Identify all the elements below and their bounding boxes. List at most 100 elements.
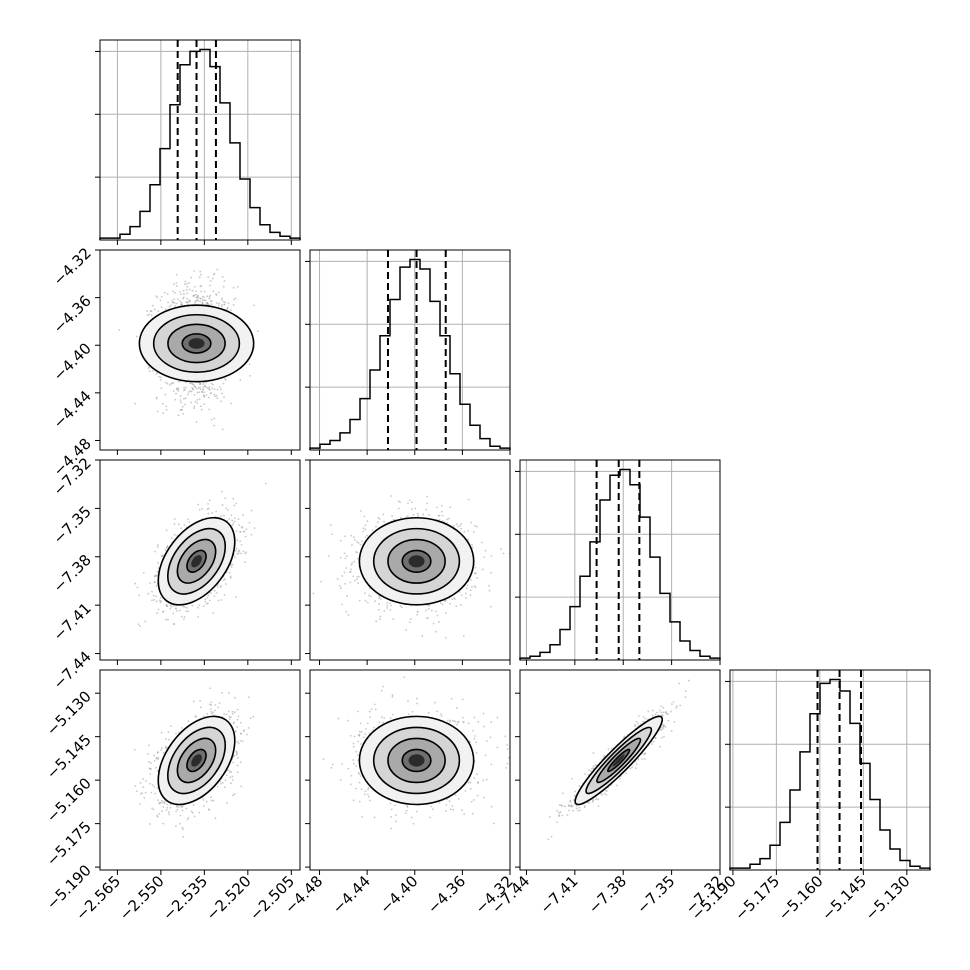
sample-point xyxy=(220,400,222,403)
sample-point xyxy=(171,382,173,385)
sample-point xyxy=(212,711,215,714)
contour-line xyxy=(181,333,212,354)
sample-point xyxy=(383,520,385,523)
sample-point xyxy=(331,533,333,536)
sample-point xyxy=(199,706,202,709)
sample-point xyxy=(209,294,212,297)
sample-point xyxy=(162,752,165,754)
sample-point xyxy=(436,614,439,617)
sample-point xyxy=(441,520,444,522)
sample-point xyxy=(180,293,182,296)
sample-point xyxy=(138,594,141,597)
sample-point xyxy=(234,297,237,300)
sample-point xyxy=(436,506,438,509)
sample-point xyxy=(371,529,374,532)
sample-point xyxy=(156,787,159,789)
sample-point xyxy=(156,612,159,614)
sample-point xyxy=(379,615,382,618)
sample-point xyxy=(364,599,367,602)
contour-line xyxy=(152,313,241,373)
sample-point xyxy=(233,520,236,523)
sample-point xyxy=(230,309,232,311)
sample-point xyxy=(199,273,202,276)
sample-point xyxy=(155,295,158,298)
sample-point xyxy=(214,704,217,707)
sample-point xyxy=(223,514,225,517)
sample-point xyxy=(369,595,372,598)
sample-point xyxy=(217,599,220,602)
sample-point xyxy=(206,387,209,390)
sample-point xyxy=(180,616,183,618)
sample-point xyxy=(382,513,385,516)
sample-point xyxy=(169,604,172,607)
sample-point xyxy=(186,301,189,304)
sample-point xyxy=(440,510,443,513)
sample-point xyxy=(220,782,222,785)
sample-point xyxy=(355,550,358,553)
sample-point xyxy=(195,387,198,390)
sample-point xyxy=(228,715,231,718)
sample-point xyxy=(239,739,242,742)
sample-point xyxy=(233,298,235,301)
sample-point xyxy=(168,813,171,816)
sample-point xyxy=(210,303,213,306)
histogram-steps xyxy=(99,48,301,240)
sample-point xyxy=(219,388,222,391)
sample-point xyxy=(358,599,361,602)
sample-point xyxy=(184,386,187,389)
sample-point xyxy=(386,607,389,609)
sample-point xyxy=(194,386,197,388)
sample-point xyxy=(427,608,430,610)
sample-point xyxy=(248,521,251,524)
sample-point xyxy=(190,401,193,404)
sample-point xyxy=(213,424,215,427)
sample-point xyxy=(195,293,198,296)
sample-point xyxy=(203,290,206,293)
sample-point xyxy=(168,384,171,386)
sample-point xyxy=(194,300,197,302)
sample-point xyxy=(198,508,201,511)
sample-point xyxy=(231,524,234,527)
sample-point xyxy=(164,393,167,396)
sample-point xyxy=(199,270,202,273)
sample-point xyxy=(173,523,176,526)
sample-point xyxy=(162,412,165,415)
sample-point xyxy=(232,522,235,525)
sample-point xyxy=(173,533,176,536)
sample-point xyxy=(410,508,413,510)
sample-point xyxy=(196,391,199,394)
sample-point xyxy=(185,610,188,613)
sample-point xyxy=(192,295,195,297)
sample-point xyxy=(202,388,204,391)
sample-point xyxy=(224,497,227,500)
sample-point xyxy=(253,527,256,530)
contour-line xyxy=(157,516,236,606)
sample-point xyxy=(446,518,449,521)
sample-point xyxy=(232,497,235,500)
sample-point xyxy=(177,523,180,526)
sample-point xyxy=(434,630,437,633)
sample-point xyxy=(167,618,169,621)
sample-point xyxy=(357,542,360,544)
histogram-steps xyxy=(729,678,931,870)
sample-point xyxy=(207,276,210,278)
sample-point xyxy=(374,600,376,602)
sample-point xyxy=(221,392,223,395)
sample-point xyxy=(375,620,378,623)
sample-point xyxy=(234,556,236,559)
sample-point xyxy=(170,304,172,307)
sample-point xyxy=(235,753,238,756)
sample-point xyxy=(350,568,353,571)
sample-point xyxy=(206,596,209,599)
sample-point xyxy=(172,390,175,393)
sample-point xyxy=(463,530,466,533)
sample-point xyxy=(183,606,186,608)
sample-point xyxy=(220,490,223,493)
sample-point xyxy=(197,606,199,609)
sample-point xyxy=(216,388,219,391)
sample-point xyxy=(196,298,199,301)
sample-point xyxy=(184,397,187,400)
sample-point xyxy=(221,428,224,431)
sample-point xyxy=(180,527,183,530)
sample-point xyxy=(153,581,156,584)
